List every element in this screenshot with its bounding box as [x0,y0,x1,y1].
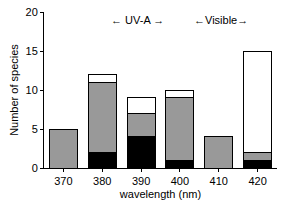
svg-text:20: 20 [26,6,38,18]
svg-text:← UV-A →: ← UV-A → [111,14,164,26]
svg-text:410: 410 [210,175,228,187]
svg-text:Number of species: Number of species [8,44,20,136]
svg-text:15: 15 [26,45,38,57]
svg-text:0: 0 [32,162,38,174]
svg-text:420: 420 [248,175,266,187]
svg-text:390: 390 [132,175,150,187]
svg-text:←Visible→: ←Visible→ [194,14,248,26]
svg-text:wavelength (nm): wavelength (nm) [119,188,201,200]
svg-text:400: 400 [171,175,189,187]
svg-text:10: 10 [26,84,38,96]
svg-text:380: 380 [93,175,111,187]
svg-text:5: 5 [32,123,38,135]
svg-text:370: 370 [54,175,72,187]
